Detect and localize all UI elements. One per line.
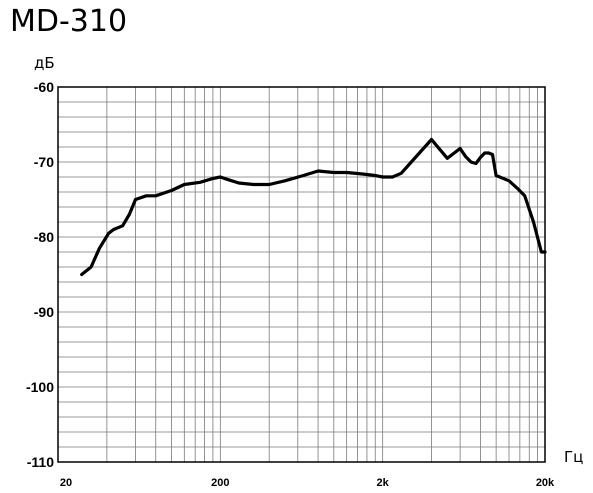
y-axis-label: дБ — [34, 54, 55, 72]
y-tick-label: -100 — [26, 379, 54, 395]
plot-border — [57, 86, 546, 463]
chart-title: MD-310 — [10, 4, 128, 39]
plot-frame — [57, 86, 546, 463]
x-tick-labels: 20 200 2k 20k — [60, 477, 555, 489]
x-tick-label: 20 — [60, 477, 72, 489]
x-axis-label: Гц — [564, 448, 584, 466]
x-tick-label: 2k — [377, 477, 390, 489]
y-tick-label: -80 — [34, 229, 54, 245]
y-tick-label: -110 — [27, 454, 54, 470]
y-tick-label: -60 — [34, 79, 54, 95]
x-tick-label: 200 — [211, 477, 229, 489]
y-tick-label: -70 — [34, 154, 54, 170]
y-tick-label: -90 — [34, 304, 54, 320]
x-tick-label: 20k — [536, 477, 555, 489]
grid — [58, 87, 545, 462]
series-layer — [80, 137, 547, 277]
response-curve-line — [80, 137, 547, 277]
y-tick-labels: -60 -70 -80 -90 -100 -110 — [26, 79, 54, 470]
